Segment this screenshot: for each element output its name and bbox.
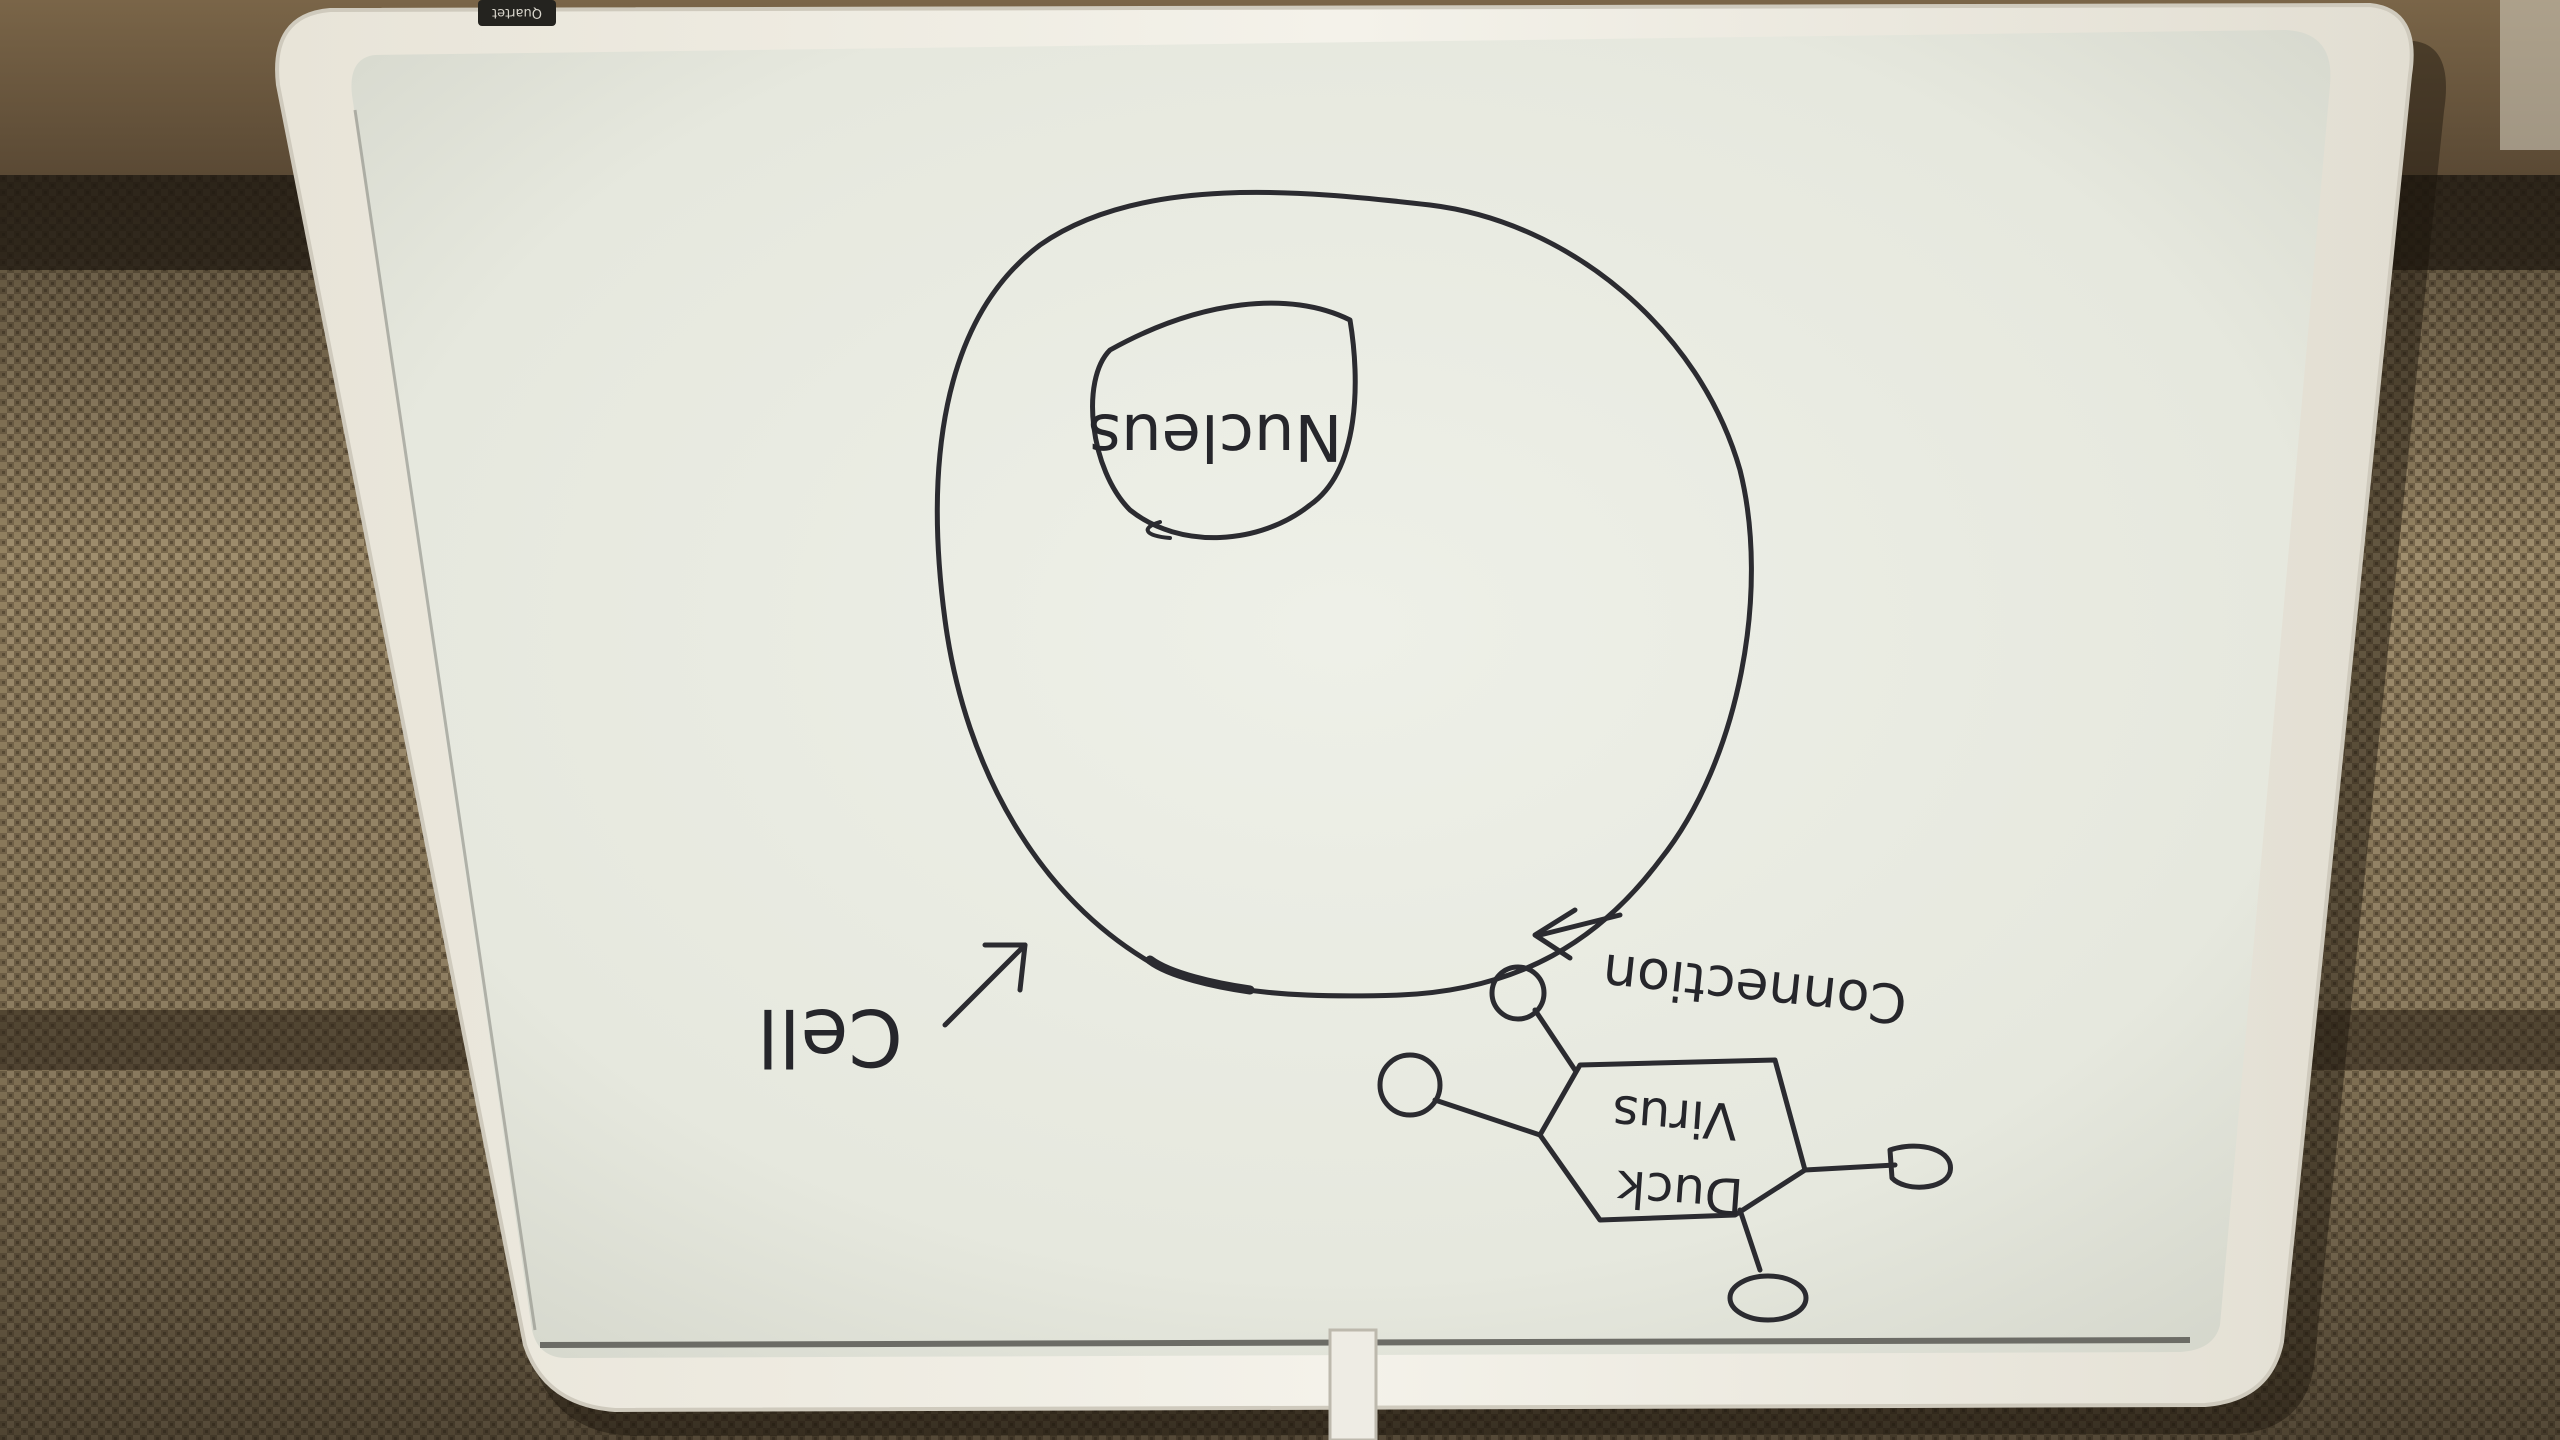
virus-label-line2: Virus bbox=[1610, 1084, 1739, 1151]
left-edge-line bbox=[353, 109, 537, 1331]
connection-arrow-shaft bbox=[1537, 912, 1623, 938]
virus-spike-bottom-knob bbox=[1727, 1273, 1809, 1323]
virus-spike-top-knob bbox=[1489, 964, 1547, 1022]
cell-arrow-head bbox=[982, 942, 1028, 993]
board-stand bbox=[1328, 1328, 1378, 1440]
nucleus-label: Nucleus bbox=[1088, 399, 1343, 473]
virus-spike-right bbox=[1802, 1162, 1898, 1173]
whiteboard: Quartet bbox=[275, 0, 2446, 1440]
cell-arrow-shaft bbox=[942, 942, 1028, 1028]
tray-brand-text: Quartet bbox=[492, 5, 542, 20]
writing-surface bbox=[351, 30, 2331, 1358]
diagram bbox=[934, 189, 1953, 1323]
virus-spike-left-knob bbox=[1377, 1052, 1443, 1118]
virus-spike-top bbox=[1532, 1007, 1578, 1073]
tray-brand-clip bbox=[478, 0, 556, 26]
nucleus-outline bbox=[1090, 300, 1358, 541]
virus-spike-bottom bbox=[1737, 1207, 1763, 1273]
virus-spike-left bbox=[1432, 1097, 1543, 1138]
cell-outline bbox=[934, 189, 1754, 999]
nucleus-overlap bbox=[1145, 520, 1172, 540]
virus-label-line1: Duck bbox=[1615, 1159, 1745, 1226]
virus-spike-right-knob bbox=[1887, 1143, 1953, 1190]
corner-object bbox=[2500, 0, 2560, 150]
cell-outline-thick bbox=[1145, 955, 1255, 995]
connection-arrow-head bbox=[1532, 907, 1578, 961]
cell-label: Cell bbox=[757, 991, 903, 1081]
